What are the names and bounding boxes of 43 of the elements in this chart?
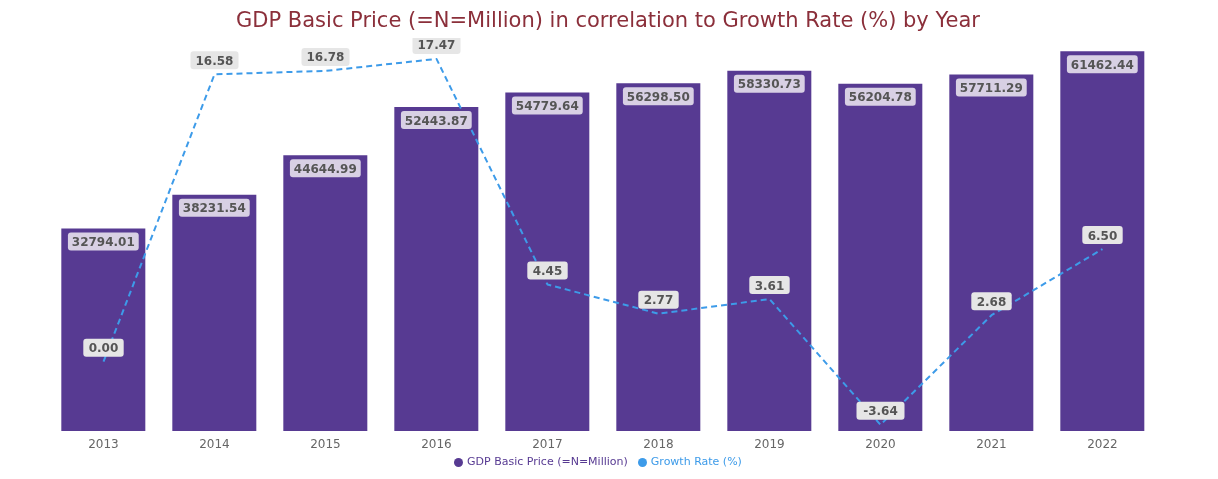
data-label: 52443.87 [404,113,468,128]
data-label: 6.50 [1087,228,1118,243]
x-tick-label: 2020 [865,436,896,451]
data-label: 16.78 [306,50,345,65]
chart-title: GDP Basic Price (=N=Million) in correlation to Growth Rate (%) by Year [235,8,981,34]
bar [283,155,368,431]
bar [505,92,590,431]
x-tick-label: 2014 [199,436,230,451]
data-label: 54779.64 [515,99,579,114]
bar [727,70,812,431]
data-label: 3.61 [754,278,785,293]
x-tick-label: 2021 [976,436,1007,451]
data-label: 0.00 [88,341,119,356]
data-label: 57711.29 [959,80,1023,95]
data-label: 16.58 [195,53,234,68]
data-label: 4.45 [532,264,563,279]
legend-label: Growth Rate (%) [650,455,742,468]
data-label: 32794.01 [71,234,135,249]
data-label: 56298.50 [626,89,690,104]
x-tick-label: 2015 [310,436,341,451]
data-label: -3.64 [863,404,898,419]
bar [172,194,257,431]
data-label: 58330.73 [737,77,801,92]
x-tick-label: 2018 [643,436,674,451]
bar [394,107,479,431]
bar [61,228,146,431]
bar [838,83,923,431]
x-tick-label: 2022 [1087,436,1118,451]
x-tick-label: 2013 [88,436,119,451]
data-label: 56204.78 [848,90,912,105]
x-tick-label: 2019 [754,436,785,451]
x-tick-label: 2016 [421,436,452,451]
x-tick-label: 2017 [532,436,563,451]
bar [1060,51,1145,431]
data-label: 61462.44 [1070,57,1134,72]
data-label: 2.77 [643,293,674,308]
data-label: 38231.54 [182,201,246,216]
bar [616,83,701,431]
data-label: 17.47 [417,38,456,53]
legend-label: GDP Basic Price (=N=Million) [467,455,628,468]
data-label: 44644.99 [293,161,357,176]
bar [949,74,1034,431]
data-label: 2.68 [976,294,1007,309]
